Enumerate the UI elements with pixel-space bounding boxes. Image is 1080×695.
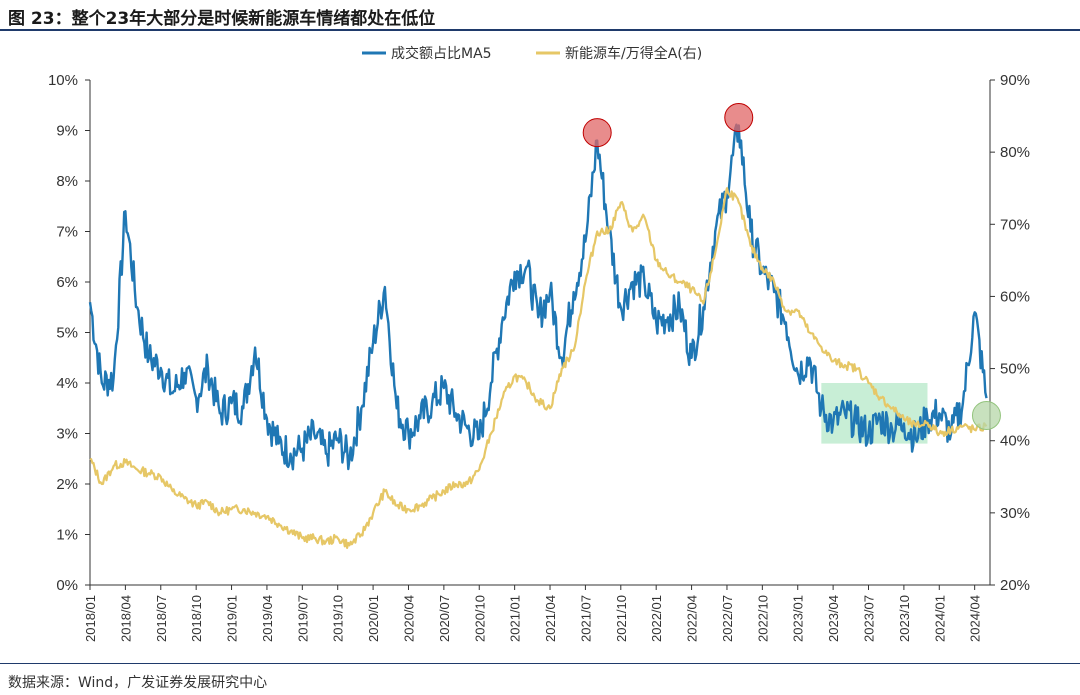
left-tick-label: 8% bbox=[56, 173, 78, 190]
legend-label: 新能源车/万得全A(右) bbox=[565, 45, 702, 62]
x-tick-label: 2018/01 bbox=[83, 595, 98, 642]
x-tick-label: 2018/07 bbox=[154, 595, 169, 642]
x-tick-label: 2020/07 bbox=[437, 595, 452, 642]
left-tick-label: 10% bbox=[48, 72, 78, 89]
x-tick-label: 2022/01 bbox=[649, 595, 664, 642]
x-tick-label: 2020/10 bbox=[472, 595, 487, 642]
series-line-turnover-ma5 bbox=[88, 123, 988, 471]
figure-title: 图 23：整个23年大部分是时候新能源车情绪都处在低位 bbox=[8, 9, 436, 29]
right-tick-label: 30% bbox=[1000, 505, 1030, 522]
x-tick-label: 2021/07 bbox=[578, 595, 593, 642]
left-tick-label: 3% bbox=[56, 426, 78, 443]
right-tick-label: 50% bbox=[1000, 361, 1030, 378]
highlight-marker bbox=[724, 102, 754, 132]
title-divider bbox=[0, 29, 1080, 31]
legend-label: 成交额占比MA5 bbox=[391, 45, 492, 62]
x-tick-label: 2021/04 bbox=[543, 595, 558, 642]
x-tick-label: 2022/04 bbox=[685, 595, 700, 642]
highlight-marker bbox=[582, 118, 612, 148]
left-tick-label: 2% bbox=[56, 476, 78, 493]
left-tick-label: 0% bbox=[56, 577, 78, 594]
source-divider bbox=[0, 663, 1080, 664]
left-tick-label: 1% bbox=[56, 527, 78, 544]
right-tick-label: 70% bbox=[1000, 216, 1030, 233]
x-tick-label: 2023/01 bbox=[791, 595, 806, 642]
x-tick-label: 2020/04 bbox=[401, 595, 416, 642]
x-tick-label: 2023/04 bbox=[826, 595, 841, 642]
x-tick-label: 2023/10 bbox=[897, 595, 912, 642]
x-tick-label: 2022/07 bbox=[720, 595, 735, 642]
right-tick-label: 60% bbox=[1000, 288, 1030, 305]
left-tick-label: 5% bbox=[56, 325, 78, 342]
x-tick-label: 2024/04 bbox=[968, 595, 983, 642]
x-tick-label: 2023/07 bbox=[862, 595, 877, 642]
x-tick-label: 2022/10 bbox=[755, 595, 770, 642]
x-tick-label: 2018/04 bbox=[118, 595, 133, 642]
left-tick-label: 4% bbox=[56, 375, 78, 392]
x-tick-label: 2019/01 bbox=[225, 595, 240, 642]
x-tick-label: 2021/10 bbox=[614, 595, 629, 642]
x-tick-label: 2024/01 bbox=[932, 595, 947, 642]
left-tick-label: 7% bbox=[56, 224, 78, 241]
right-tick-label: 90% bbox=[1000, 72, 1030, 89]
right-tick-label: 20% bbox=[1000, 577, 1030, 594]
x-tick-label: 2019/10 bbox=[331, 595, 346, 642]
x-tick-label: 2020/01 bbox=[366, 595, 381, 642]
x-tick-label: 2018/10 bbox=[189, 595, 204, 642]
highlight-marker bbox=[971, 400, 1001, 430]
x-tick-label: 2019/07 bbox=[295, 595, 310, 642]
left-tick-label: 6% bbox=[56, 274, 78, 291]
right-tick-label: 40% bbox=[1000, 433, 1030, 450]
right-tick-label: 80% bbox=[1000, 144, 1030, 161]
series-line-nev-ratio bbox=[89, 187, 988, 549]
source-note: 数据来源：Wind，广发证券发展研究中心 bbox=[8, 675, 268, 691]
x-tick-label: 2021/01 bbox=[508, 595, 523, 642]
x-tick-label: 2019/04 bbox=[260, 595, 275, 642]
left-tick-label: 9% bbox=[56, 123, 78, 140]
